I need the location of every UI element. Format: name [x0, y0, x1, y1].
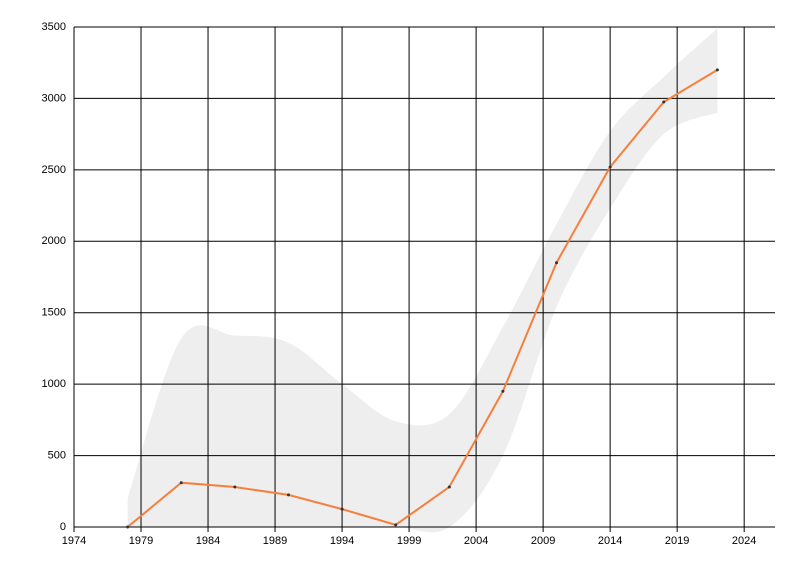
y-tick-label: 2500: [42, 164, 66, 176]
y-tick-label: 2000: [42, 235, 66, 247]
line: [126, 68, 718, 528]
x-tick-label: 2009: [531, 535, 555, 547]
x-tick-label: 1999: [397, 535, 421, 547]
point: [286, 493, 290, 497]
x-tick-label: 2014: [598, 535, 622, 547]
y-tick-label: 3000: [42, 92, 66, 104]
point: [715, 68, 719, 72]
point: [179, 481, 183, 485]
y-tick-label: 500: [48, 449, 66, 461]
y-tick-label: 1000: [42, 378, 66, 390]
y-tick-label: 3500: [42, 21, 66, 33]
point: [447, 485, 451, 489]
x-tick-label: 1974: [62, 535, 86, 547]
x-tick-label: 2004: [464, 535, 488, 547]
point: [555, 261, 559, 265]
x-tick-label: 2019: [665, 535, 689, 547]
point: [662, 100, 666, 104]
y-tick-label: 1500: [42, 307, 66, 319]
point: [608, 165, 612, 169]
point: [501, 389, 505, 393]
confidence-band: [127, 28, 718, 533]
x-tick-label: 1989: [263, 535, 287, 547]
y-tick-label: 0: [60, 521, 66, 533]
point: [126, 525, 130, 529]
x-tick-label: 2024: [732, 535, 756, 547]
x-tick-label: 1979: [129, 535, 153, 547]
point: [394, 523, 398, 527]
x-tick-label: 1984: [196, 535, 220, 547]
point: [233, 485, 237, 489]
point: [340, 507, 344, 511]
x-tick-label: 1994: [330, 535, 354, 547]
